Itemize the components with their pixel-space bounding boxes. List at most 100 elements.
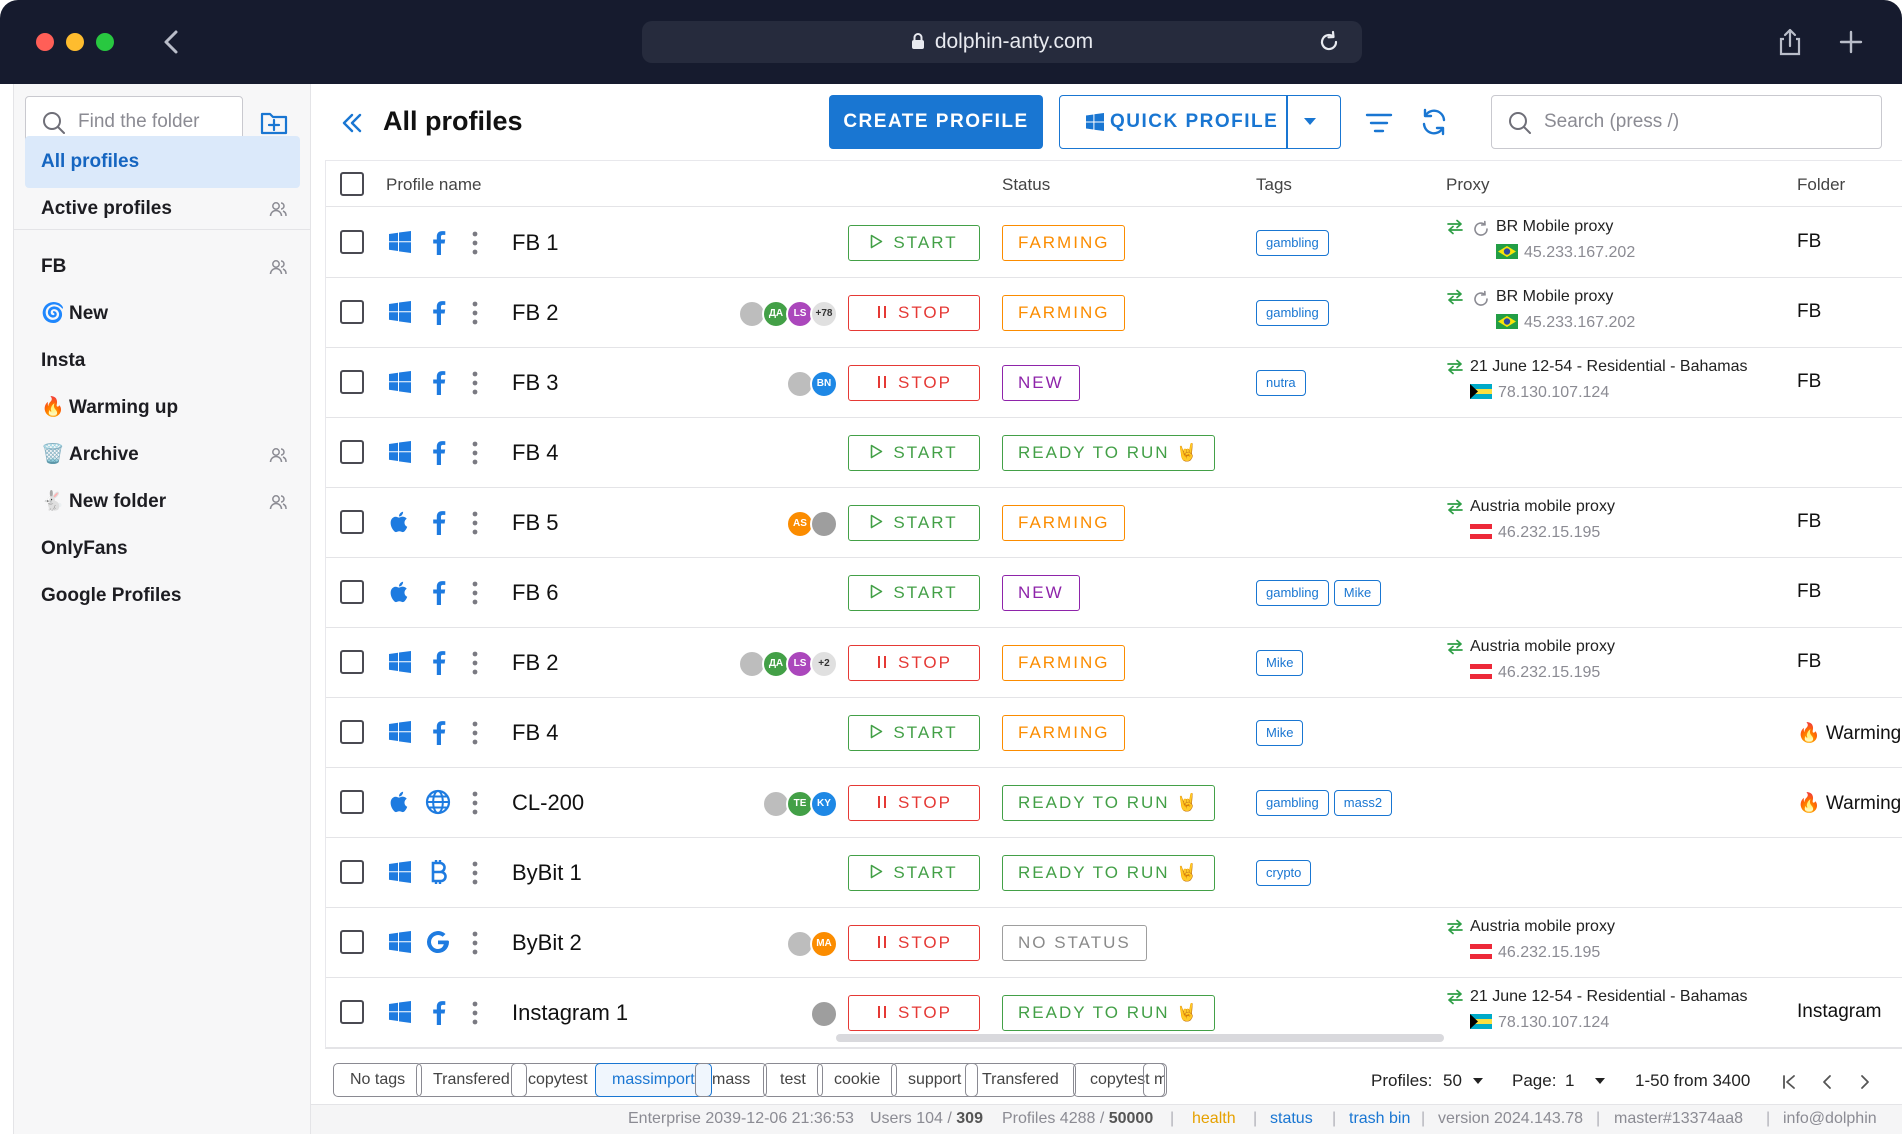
proxy-swap-icon[interactable]: [1446, 288, 1464, 306]
horizontal-scrollbar[interactable]: [836, 1034, 1444, 1042]
select-all-checkbox[interactable]: [340, 172, 364, 196]
row-checkbox[interactable]: [340, 930, 364, 954]
start-button[interactable]: START: [848, 855, 980, 891]
tag-filter-chip[interactable]: support: [891, 1063, 979, 1097]
profile-name[interactable]: Instagram 1: [512, 1000, 629, 1025]
table-row[interactable]: FB 6 START NEW gambling Mike FB: [326, 558, 1902, 628]
table-row[interactable]: FB 2 ДА LS +2 STOP FARMING Mike Austria mobile …: [326, 628, 1902, 698]
sidebar-item[interactable]: 🗑️ Archive: [25, 429, 300, 481]
proxy-cell[interactable]: Austria mobile proxy 46.232.15.195: [1446, 638, 1766, 690]
tag-filter-chip[interactable]: test: [763, 1063, 823, 1097]
tag-chip[interactable]: Mike: [1256, 720, 1304, 746]
more-vert-icon[interactable]: [472, 300, 478, 326]
stop-button[interactable]: STOP: [848, 645, 980, 681]
more-vert-icon[interactable]: [472, 370, 478, 396]
table-row[interactable]: Instagram 1 STOP READY TO RUN 🤘 21 June 12-…: [326, 978, 1902, 1048]
health-link[interactable]: health: [1192, 1110, 1236, 1127]
status-badge[interactable]: FARMING: [1002, 295, 1126, 331]
reload-icon[interactable]: [1316, 29, 1342, 55]
status-badge[interactable]: FARMING: [1002, 225, 1126, 261]
stop-button[interactable]: STOP: [848, 785, 980, 821]
tag-chip[interactable]: gambling: [1256, 300, 1329, 326]
row-checkbox[interactable]: [340, 510, 364, 534]
proxy-cell[interactable]: Austria mobile proxy 46.232.15.195: [1446, 918, 1766, 970]
row-checkbox[interactable]: [340, 1000, 364, 1024]
proxy-cell[interactable]: BR Mobile proxy 45.233.167.202: [1446, 218, 1766, 270]
profile-name[interactable]: CL-200: [512, 790, 585, 815]
next-page-icon[interactable]: [1856, 1073, 1874, 1091]
row-checkbox[interactable]: [340, 650, 364, 674]
quick-profile-dropdown-icon[interactable]: [1304, 118, 1316, 125]
proxy-cell[interactable]: Austria mobile proxy 46.232.15.195: [1446, 498, 1766, 550]
proxy-swap-icon[interactable]: [1446, 918, 1464, 936]
tag-chip[interactable]: crypto: [1256, 860, 1312, 886]
stop-button[interactable]: STOP: [848, 295, 980, 331]
more-vert-icon[interactable]: [472, 230, 478, 256]
tag-filter-chip[interactable]: Transfered: [416, 1063, 527, 1097]
rotate-ip-icon[interactable]: [1472, 220, 1490, 238]
more-vert-icon[interactable]: [472, 580, 478, 606]
tag-chip[interactable]: Mike: [1333, 580, 1382, 606]
start-button[interactable]: START: [848, 505, 980, 541]
more-vert-icon[interactable]: [472, 790, 478, 816]
tag-filter-chip[interactable]: cookie: [817, 1063, 898, 1097]
row-checkbox[interactable]: [340, 440, 364, 464]
tag-chip[interactable]: gambling: [1256, 230, 1329, 256]
status-badge[interactable]: NO STATUS: [1002, 925, 1147, 961]
proxy-swap-icon[interactable]: [1446, 218, 1464, 236]
more-vert-icon[interactable]: [472, 440, 478, 466]
browser-back-button[interactable]: [152, 22, 192, 62]
row-checkbox[interactable]: [340, 300, 364, 324]
trash-bin-link[interactable]: trash bin: [1349, 1110, 1411, 1127]
add-folder-icon[interactable]: [258, 106, 290, 138]
col-profile-name[interactable]: Profile name: [386, 175, 482, 194]
profile-name[interactable]: FB 4: [512, 720, 559, 745]
status-badge[interactable]: NEW: [1002, 575, 1080, 611]
start-button[interactable]: START: [848, 575, 980, 611]
row-checkbox[interactable]: [340, 230, 364, 254]
more-vert-icon[interactable]: [472, 1000, 478, 1026]
close-window-button[interactable]: [36, 33, 54, 51]
sidebar-item[interactable]: OnlyFans: [25, 523, 300, 575]
status-badge[interactable]: READY TO RUN 🤘: [1002, 995, 1216, 1031]
tag-filter-chip[interactable]: copytest: [1073, 1063, 1167, 1097]
profile-name[interactable]: FB 5: [512, 510, 559, 535]
tag-chip[interactable]: gambling: [1256, 580, 1329, 606]
tag-chip[interactable]: Mike: [1256, 650, 1304, 676]
rotate-ip-icon[interactable]: [1472, 290, 1490, 308]
row-checkbox[interactable]: [340, 370, 364, 394]
tag-filter-chip[interactable]: mass: [695, 1063, 768, 1097]
table-row[interactable]: FB 4 START FARMING Mike 🔥 Warming: [326, 698, 1902, 768]
tag-filter-chip[interactable]: m: [1143, 1063, 1165, 1097]
profile-name[interactable]: FB 6: [512, 580, 559, 605]
tag-chip[interactable]: mass2: [1333, 790, 1393, 816]
proxy-swap-icon[interactable]: [1446, 638, 1464, 656]
tag-filter-chip[interactable]: No tags: [333, 1063, 423, 1097]
col-tags[interactable]: Tags: [1256, 175, 1292, 194]
table-row[interactable]: ByBit 1 START READY TO RUN 🤘 crypto: [326, 838, 1902, 908]
table-row[interactable]: FB 4 START READY TO RUN 🤘: [326, 418, 1902, 488]
share-icon[interactable]: [1774, 26, 1806, 58]
start-button[interactable]: START: [848, 435, 980, 471]
status-badge[interactable]: READY TO RUN 🤘: [1002, 855, 1216, 891]
more-vert-icon[interactable]: [472, 720, 478, 746]
row-checkbox[interactable]: [340, 720, 364, 744]
profiles-per-page-select[interactable]: 50: [1443, 1071, 1462, 1090]
start-button[interactable]: START: [848, 715, 980, 751]
more-vert-icon[interactable]: [472, 510, 478, 536]
create-profile-button[interactable]: CREATE PROFILE: [829, 95, 1043, 149]
address-bar[interactable]: dolphin-anty.com: [642, 21, 1362, 63]
sidebar-item[interactable]: Insta: [25, 335, 300, 387]
new-tab-icon[interactable]: [1835, 26, 1867, 58]
sidebar-item[interactable]: 🌀 New: [25, 288, 300, 340]
profile-name[interactable]: ByBit 2: [512, 930, 582, 955]
stop-button[interactable]: STOP: [848, 995, 980, 1031]
profile-search-input[interactable]: Search (press /): [1491, 95, 1882, 149]
tag-chip[interactable]: nutra: [1256, 370, 1306, 396]
tag-filter-chip[interactable]: Transfered: [965, 1063, 1076, 1097]
chevron-down-icon[interactable]: [1473, 1078, 1483, 1084]
col-folder[interactable]: Folder: [1797, 175, 1846, 194]
col-status[interactable]: Status: [1002, 175, 1051, 194]
profile-name[interactable]: FB 1: [512, 230, 559, 255]
chevron-down-icon[interactable]: [1595, 1078, 1605, 1084]
